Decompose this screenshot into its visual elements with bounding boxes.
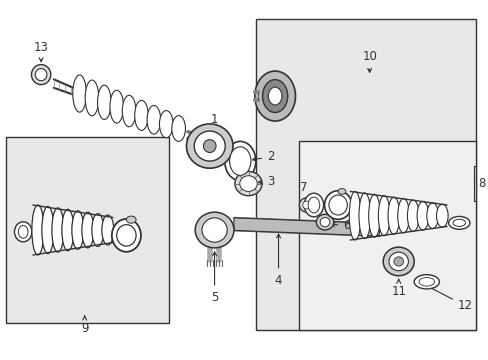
Bar [6,137,168,323]
Ellipse shape [102,215,114,245]
Ellipse shape [85,80,99,116]
Ellipse shape [234,171,262,196]
Ellipse shape [31,64,51,85]
Ellipse shape [147,105,161,134]
Ellipse shape [387,197,399,234]
Ellipse shape [32,205,44,255]
Ellipse shape [194,131,225,161]
Ellipse shape [416,202,428,230]
Text: 4: 4 [274,234,282,287]
Ellipse shape [358,193,370,239]
Ellipse shape [202,218,227,242]
Ellipse shape [112,219,141,252]
Ellipse shape [407,200,418,231]
Ellipse shape [126,216,136,223]
Ellipse shape [348,192,360,240]
Ellipse shape [452,219,465,226]
Ellipse shape [62,209,74,251]
Ellipse shape [134,100,148,130]
Ellipse shape [224,141,255,181]
Ellipse shape [418,278,434,286]
Ellipse shape [110,90,123,123]
Ellipse shape [397,199,408,233]
Ellipse shape [413,275,439,289]
Ellipse shape [368,194,380,237]
Ellipse shape [73,75,86,112]
Text: 13: 13 [34,41,48,62]
Ellipse shape [15,222,32,242]
Ellipse shape [195,212,233,248]
Ellipse shape [171,116,185,141]
Bar [299,141,475,330]
Text: 6: 6 [330,219,350,232]
Ellipse shape [388,252,407,271]
Ellipse shape [254,71,295,121]
Ellipse shape [393,257,403,266]
Ellipse shape [159,111,173,138]
Text: 7: 7 [300,181,307,206]
Ellipse shape [320,217,329,227]
Ellipse shape [337,189,345,194]
Bar [255,19,475,330]
Ellipse shape [72,211,83,249]
Text: 5: 5 [210,252,218,304]
Ellipse shape [186,124,232,168]
Text: 10: 10 [362,50,376,72]
Ellipse shape [304,193,323,217]
Text: 11: 11 [390,279,406,298]
Ellipse shape [42,206,54,253]
Polygon shape [233,218,379,236]
Ellipse shape [302,201,310,209]
Text: 12: 12 [422,284,472,312]
Ellipse shape [307,197,319,213]
Ellipse shape [324,191,351,219]
Ellipse shape [436,204,447,227]
Ellipse shape [383,247,413,276]
Ellipse shape [92,213,103,247]
Ellipse shape [19,225,28,238]
Ellipse shape [35,68,47,81]
Text: 3: 3 [258,175,274,188]
Ellipse shape [229,147,250,175]
Text: 1: 1 [210,113,218,134]
Ellipse shape [262,80,287,112]
Text: 2: 2 [252,150,274,163]
Text: 8: 8 [478,177,485,190]
Ellipse shape [426,203,438,229]
Ellipse shape [97,85,111,120]
Ellipse shape [81,212,94,248]
Ellipse shape [378,196,389,236]
Ellipse shape [328,195,346,215]
Ellipse shape [239,176,257,192]
Ellipse shape [122,95,136,127]
Ellipse shape [447,216,469,229]
Ellipse shape [203,140,216,153]
Ellipse shape [268,87,282,105]
Ellipse shape [299,198,313,212]
Ellipse shape [52,208,64,252]
Ellipse shape [316,214,333,230]
Ellipse shape [117,225,136,246]
Text: 9: 9 [81,316,88,335]
